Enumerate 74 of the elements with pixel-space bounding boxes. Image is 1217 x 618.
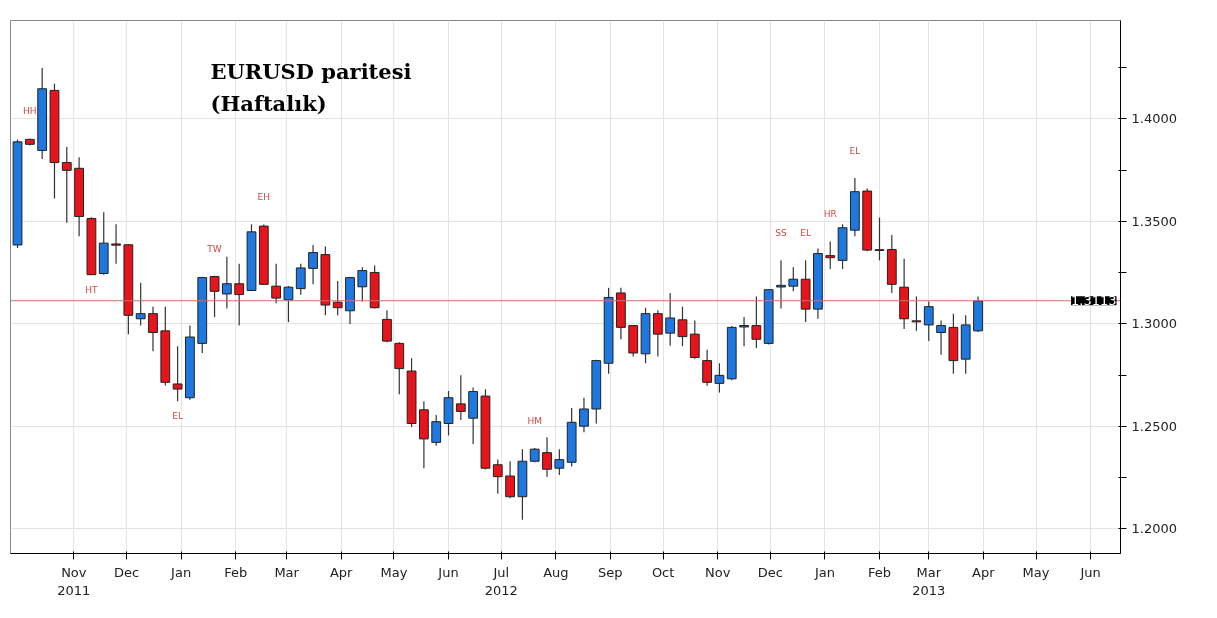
- candlestick: [271, 263, 282, 304]
- annotation: HT: [85, 284, 99, 295]
- annotation: EH: [257, 192, 271, 203]
- x-tick-label: Aug: [543, 564, 569, 580]
- annotation: HH: [23, 106, 37, 117]
- candlestick: [492, 459, 503, 495]
- candlestick: [111, 223, 121, 265]
- annotation: HM: [527, 415, 542, 426]
- candlestick: [776, 259, 786, 310]
- candlestick: [825, 240, 836, 270]
- y-tick-label: 1.2000: [1131, 521, 1177, 537]
- candlestick: [874, 216, 885, 261]
- candlestick: [332, 280, 343, 316]
- candlestick: [135, 282, 146, 327]
- candlestick: [431, 414, 442, 447]
- candlestick: [172, 345, 183, 402]
- x-tick-label: Jun: [437, 564, 459, 580]
- x-tick-label: Sep: [598, 564, 623, 580]
- x-tick-label: Jan: [170, 564, 192, 580]
- candlestick: [295, 263, 306, 296]
- candlestick: [455, 374, 466, 421]
- x-tick-label: Feb: [224, 564, 248, 580]
- candlestick: [61, 146, 72, 224]
- candlestick: [308, 244, 318, 285]
- annotation: TW: [206, 243, 222, 254]
- y-tick-label: 1.3500: [1131, 213, 1177, 229]
- candlestick: [542, 436, 552, 478]
- candlestick: [923, 300, 934, 342]
- candlestick: [911, 295, 922, 332]
- candlestick: [221, 256, 232, 310]
- x-tick-label: Feb: [867, 564, 892, 580]
- candlestick: [357, 266, 368, 303]
- y-tick-label: 1.3000: [1131, 316, 1177, 332]
- candlestick: [505, 460, 515, 499]
- x-tick-label: Jul 2012: [484, 564, 518, 598]
- candlestick: [554, 448, 565, 476]
- x-tick-label: Oct: [651, 564, 675, 580]
- text: EURUSD paritesi (Haftalık): [210, 58, 412, 116]
- candlestick: [652, 309, 663, 358]
- candlestick: [283, 285, 294, 323]
- y-tick-label: 1.2500: [1131, 418, 1177, 434]
- x-tick-label: Dec: [757, 564, 784, 580]
- x-tick-label: Jan: [813, 564, 835, 580]
- x-tick-label: Apr: [972, 564, 996, 580]
- annotation: EL: [172, 411, 183, 422]
- candlestick: [382, 309, 392, 343]
- x-tick-label: Dec: [114, 564, 140, 580]
- x-tick-label: Mar: [274, 564, 300, 580]
- candlestick: [739, 316, 749, 347]
- candlestick: [579, 397, 589, 433]
- candlestick: [677, 306, 688, 347]
- candlestick: [714, 362, 725, 394]
- x-tick-label: Jun: [1079, 564, 1101, 580]
- candlestick: [936, 319, 946, 356]
- annotation: HR: [823, 209, 837, 220]
- candlestick: [665, 292, 676, 347]
- annotation: EL: [849, 145, 861, 156]
- candlestick: [689, 319, 700, 360]
- annotation: EL: [800, 228, 811, 239]
- candlestick: [148, 306, 158, 352]
- candlestick: [702, 349, 713, 387]
- candlestick: [751, 295, 762, 349]
- candlestick: [209, 275, 220, 318]
- x-tick-label: Nov 2011: [57, 564, 91, 598]
- x-tick-label: Nov: [704, 564, 731, 580]
- x-tick-label: Mar 2013: [912, 564, 946, 598]
- x-tick-label: May: [380, 564, 408, 580]
- y-tick-label: 1.4000: [1131, 111, 1177, 127]
- x-tick-label: May: [1022, 564, 1050, 580]
- ref-line-label: 1.3113: [1071, 293, 1117, 309]
- candlestick: [234, 263, 245, 327]
- x-tick-label: Apr: [329, 564, 354, 580]
- annotation: SS: [775, 228, 787, 239]
- candlestick: [788, 266, 799, 292]
